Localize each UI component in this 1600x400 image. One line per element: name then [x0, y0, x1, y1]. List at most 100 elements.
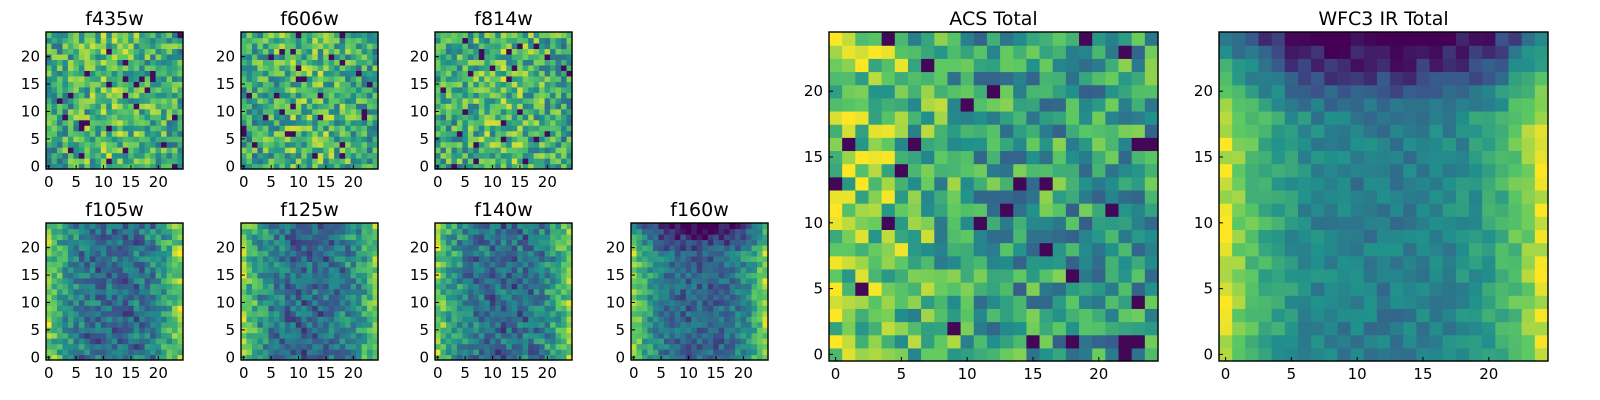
heatmap-cell [517, 119, 524, 126]
heatmap-cell [323, 59, 330, 66]
heatmap-cell [511, 103, 518, 110]
heatmap-cell [128, 244, 135, 251]
heatmap-cell [829, 203, 843, 217]
heatmap-cell [111, 250, 118, 257]
heatmap-cell [122, 310, 129, 317]
heatmap-cell [729, 321, 736, 328]
heatmap-cell [462, 53, 469, 60]
heatmap-cell [746, 233, 753, 241]
heatmap-cell [67, 283, 74, 290]
heatmap-cell [456, 349, 463, 356]
heatmap-cell [89, 223, 96, 230]
heatmap-cell [440, 283, 447, 290]
heatmap-cell [506, 48, 513, 55]
heatmap-cell [663, 321, 670, 328]
heatmap-cell [947, 137, 962, 152]
heatmap-cell [111, 48, 118, 55]
heatmap-cell [128, 141, 135, 148]
heatmap-cell [462, 223, 469, 230]
heatmap-cell [67, 261, 74, 268]
heatmap-cell [566, 261, 573, 268]
x-tick-label: 0 [433, 173, 443, 191]
heatmap-cell [241, 92, 248, 99]
heatmap-cell [155, 283, 162, 290]
heatmap-cell [478, 310, 485, 317]
heatmap-cell [361, 97, 368, 104]
heatmap-cell [506, 37, 513, 44]
heatmap-cell [257, 103, 264, 110]
heatmap-cell [445, 299, 453, 306]
y-tick-label: 10 [21, 293, 40, 311]
heatmap-cell [301, 327, 308, 334]
heatmap-cell [894, 124, 909, 138]
heatmap-cell [960, 334, 975, 349]
x-tick-label: 15 [121, 364, 140, 382]
heatmap-cell [881, 282, 896, 296]
heatmap-cell [161, 283, 168, 290]
heatmap-cell [345, 294, 352, 301]
heatmap-cell [100, 272, 107, 279]
heatmap-cell [484, 327, 491, 334]
heatmap-cell [67, 70, 74, 77]
heatmap-cell [279, 59, 286, 66]
heatmap-cell [751, 244, 758, 251]
heatmap-cell [89, 97, 96, 104]
heatmap-cell [702, 233, 709, 241]
heatmap-cell [128, 59, 135, 66]
heatmap-cell [367, 272, 374, 279]
heatmap-cell [166, 299, 173, 306]
heatmap-cell [241, 255, 248, 262]
heatmap-cell [279, 294, 286, 301]
heatmap-cell [241, 103, 248, 110]
heatmap-cell [484, 158, 491, 165]
heatmap-cell [279, 321, 286, 328]
heatmap-cell [696, 244, 703, 251]
heatmap-cell [361, 294, 368, 301]
heatmap-cell [161, 147, 168, 154]
heatmap-cell [539, 81, 546, 88]
heatmap-cell [658, 316, 665, 323]
heatmap-cell [511, 349, 518, 356]
heatmap-cell [746, 283, 753, 290]
heatmap-cell [467, 349, 474, 356]
heatmap-cell [907, 150, 922, 165]
heatmap-cell [241, 114, 248, 121]
heatmap-cell [144, 37, 151, 44]
heatmap-cell [484, 152, 491, 159]
heatmap-cell [155, 321, 162, 328]
heatmap-cell [144, 316, 151, 323]
heatmap-cell [555, 294, 562, 301]
heatmap-cell [517, 64, 524, 71]
heatmap-cell [133, 119, 140, 126]
heatmap-cell [751, 261, 758, 268]
heatmap-cell [445, 163, 453, 170]
heatmap-cell [435, 97, 442, 104]
heatmap-cell [172, 119, 179, 126]
heatmap-cell [295, 239, 302, 246]
heatmap-cell [339, 158, 346, 165]
heatmap-cell [122, 343, 129, 350]
heatmap-cell [868, 334, 883, 349]
heatmap-cell [323, 86, 330, 93]
heatmap-cell [1118, 124, 1133, 138]
heatmap-cell [323, 239, 330, 246]
heatmap-cell [702, 266, 709, 273]
heatmap-cell [356, 125, 363, 132]
heatmap-cell [947, 124, 962, 138]
heatmap-cell [506, 332, 513, 339]
heatmap-cell [372, 283, 379, 290]
heatmap-cell [528, 152, 535, 159]
heatmap-cell [345, 141, 352, 148]
heatmap-cell [473, 310, 480, 317]
heatmap-cell [528, 349, 535, 356]
heatmap-cell [241, 152, 248, 159]
heatmap-cell [1118, 203, 1133, 217]
panel-title: f435w [85, 8, 144, 30]
heatmap-cell [139, 42, 146, 50]
heatmap-cell [986, 216, 1001, 230]
heatmap-cell [881, 163, 896, 178]
heatmap-cell [251, 97, 259, 104]
heatmap-cell [177, 92, 184, 99]
heatmap-cell [144, 158, 151, 165]
heatmap-cell [506, 42, 513, 50]
